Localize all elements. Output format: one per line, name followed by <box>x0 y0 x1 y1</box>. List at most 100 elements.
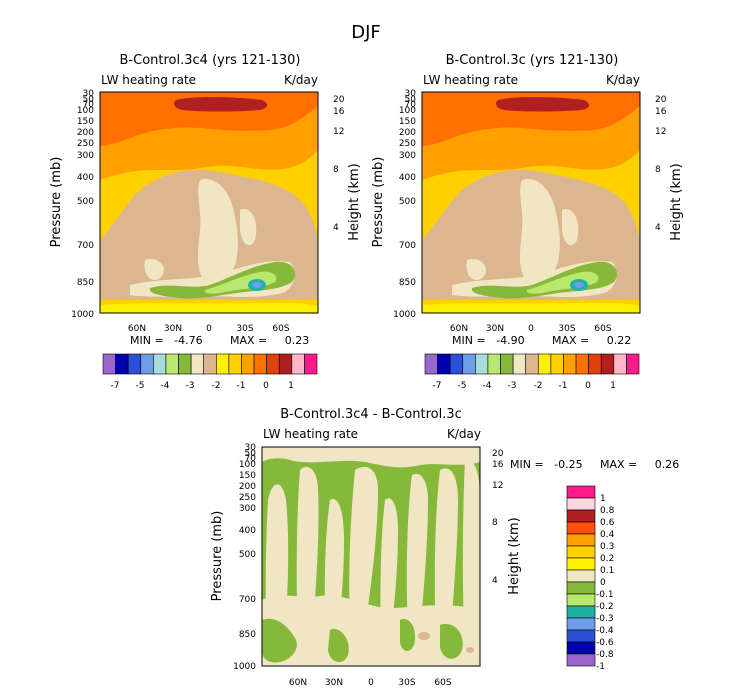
colorbar-labels: -7 -5 -4 -3 -2 -1 0 1 <box>111 381 294 391</box>
pressure-axis: 30 50 70 100 150 200 250 300 400 500 700… <box>233 443 256 672</box>
x-tick: 60S <box>594 324 611 334</box>
min-value: MIN = -0.25 <box>510 458 583 471</box>
colorbar-swatch <box>165 353 179 375</box>
colorbar-swatch <box>291 353 305 375</box>
y-tick: 850 <box>399 278 416 288</box>
y-tick: 250 <box>239 493 256 503</box>
colorbar-swatch <box>566 653 596 667</box>
x-tick: 60N <box>289 678 307 688</box>
colorbar-label: 0.6 <box>600 518 615 528</box>
y-tick: 200 <box>239 482 256 492</box>
height-tick: 4 <box>492 576 498 586</box>
height-tick: 20 <box>492 449 504 459</box>
y-tick: 100 <box>77 106 94 116</box>
lat-axis: 60N 30N 0 30S 60S <box>128 324 290 334</box>
height-tick: 12 <box>492 481 503 491</box>
y-tick: 30 <box>245 443 257 453</box>
y-axis-right-label: Height (km) <box>347 163 362 240</box>
colorbar-swatch <box>600 353 615 375</box>
colorbar-label: 1 <box>610 381 616 391</box>
y-tick: 500 <box>399 197 416 207</box>
colorbar-label: -7 <box>433 381 442 391</box>
colorbar-label: -7 <box>111 381 120 391</box>
colorbar-swatch <box>190 353 205 375</box>
units-label: K/day <box>447 427 481 441</box>
plot-frame <box>261 446 481 667</box>
colorbar-swatch <box>575 353 589 375</box>
y-axis-label: Pressure (mb) <box>49 157 64 248</box>
panel-title: B-Control.3c4 (yrs 121-130) <box>120 53 301 68</box>
colorbar-swatch <box>566 617 596 631</box>
colorbar-label: -3 <box>508 381 517 391</box>
colorbar-swatch <box>127 353 142 375</box>
colorbar-label: -0.8 <box>596 650 614 660</box>
height-axis: 20 16 12 8 4 <box>333 95 345 233</box>
colorbar-swatch <box>449 353 464 375</box>
colorbar-swatch <box>178 353 192 375</box>
colorbar-swatch <box>102 353 116 375</box>
colorbar-label: 1 <box>288 381 294 391</box>
x-tick: 60N <box>450 324 468 334</box>
colorbar-swatch <box>566 509 596 523</box>
lat-axis: 60N 30N 0 30S 60S <box>289 678 452 688</box>
variable-label: LW heating rate <box>263 427 358 441</box>
x-tick: 0 <box>368 678 374 688</box>
colorbar-label: 0 <box>600 578 606 588</box>
panel-title: B-Control.3c4 - B-Control.3c <box>280 407 462 422</box>
colorbar-labels: -7 -5 -4 -3 -2 -1 0 1 <box>433 381 616 391</box>
colorbar-swatch <box>140 353 154 375</box>
y-tick: 1000 <box>71 310 94 320</box>
colorbar-label: 0 <box>263 381 269 391</box>
colorbar <box>566 485 596 667</box>
colorbar-swatch <box>437 353 451 375</box>
colorbar-swatch <box>626 353 640 375</box>
y-tick: 150 <box>77 117 94 127</box>
colorbar-swatch <box>566 605 596 619</box>
y-tick: 100 <box>239 460 256 470</box>
colorbar <box>424 353 640 375</box>
colorbar-swatch <box>566 581 596 595</box>
colorbar-swatch <box>462 353 476 375</box>
x-tick: 30N <box>325 678 343 688</box>
height-tick: 4 <box>333 223 339 233</box>
colorbar-swatch <box>550 353 564 375</box>
colorbar-label: 1 <box>600 494 606 504</box>
colorbar-swatch <box>566 545 596 559</box>
colorbar-swatch <box>278 353 293 375</box>
y-tick: 300 <box>239 504 256 514</box>
y-tick: 100 <box>399 106 416 116</box>
panel-control-3c: B-Control.3c (yrs 121-130) LW heating ra… <box>371 53 684 391</box>
colorbar-label: -5 <box>458 381 467 391</box>
x-tick: 0 <box>206 324 212 334</box>
variable-label: LW heating rate <box>101 73 196 87</box>
y-axis-right-label: Height (km) <box>507 517 522 594</box>
colorbar-swatch <box>487 353 501 375</box>
y-tick: 200 <box>399 128 416 138</box>
colorbar-swatch <box>563 353 577 375</box>
y-tick: 250 <box>399 139 416 149</box>
variable-label: LW heating rate <box>423 73 518 87</box>
season-title: DJF <box>351 22 381 43</box>
y-axis-right-label: Height (km) <box>669 163 684 240</box>
y-tick: 500 <box>77 197 94 207</box>
y-tick: 500 <box>239 550 256 560</box>
y-tick: 200 <box>77 128 94 138</box>
colorbar-label: -4 <box>483 381 492 391</box>
colorbar-label: -1 <box>237 381 246 391</box>
colorbar-swatch <box>512 353 527 375</box>
lat-axis: 60N 30N 0 30S 60S <box>450 324 612 334</box>
y-tick: 150 <box>239 471 256 481</box>
contour-field <box>100 92 318 313</box>
y-tick: 50 <box>83 95 95 105</box>
y-tick: 70 <box>83 100 95 110</box>
units-label: K/day <box>284 73 318 87</box>
panel-difference: B-Control.3c4 - B-Control.3c LW heating … <box>210 407 679 688</box>
y-tick: 300 <box>77 151 94 161</box>
height-tick: 20 <box>655 95 667 105</box>
y-tick: 300 <box>399 151 416 161</box>
y-tick: 50 <box>405 95 417 105</box>
pressure-axis: 30 50 70 100 150 200 250 300 400 500 700… <box>71 89 94 320</box>
contour-field <box>262 447 480 666</box>
colorbar-swatch <box>203 353 217 375</box>
